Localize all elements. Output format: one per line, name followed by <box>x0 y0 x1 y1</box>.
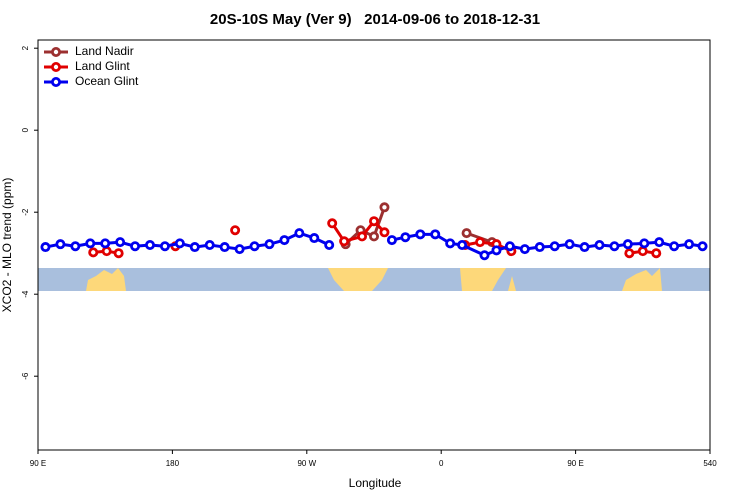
y-tick-label: 2 <box>21 45 30 50</box>
series-point <box>234 244 245 255</box>
series-point <box>279 235 290 246</box>
series-point <box>159 241 170 252</box>
x-tick-label: 180 <box>166 459 180 468</box>
series-point <box>379 202 390 213</box>
series-point <box>219 242 230 253</box>
series-point <box>249 241 260 252</box>
series-point <box>639 238 650 249</box>
y-tick-label: -4 <box>21 290 30 298</box>
x-axis-label: Longitude <box>349 476 402 490</box>
continent <box>86 268 126 291</box>
series-point <box>579 242 590 253</box>
series-point <box>445 238 456 249</box>
continent <box>622 268 662 291</box>
series-line <box>344 206 386 246</box>
series-point <box>684 239 695 250</box>
series-point <box>130 241 141 252</box>
series-point <box>327 218 338 229</box>
series-point <box>379 227 390 238</box>
series-point <box>100 238 111 249</box>
series-point <box>654 237 665 248</box>
legend-label: Ocean Glint <box>75 74 139 88</box>
series-point <box>115 237 126 248</box>
series-point <box>174 238 185 249</box>
series-point <box>386 235 397 246</box>
legend-marker <box>51 47 62 58</box>
series-point <box>189 242 200 253</box>
series-point <box>309 233 320 244</box>
series-point <box>622 239 633 250</box>
series-point <box>324 239 335 250</box>
series-point <box>637 246 648 257</box>
series-point <box>430 229 441 240</box>
series-point <box>88 247 99 258</box>
x-tick-label: 90 E <box>30 459 46 468</box>
series-point <box>101 246 112 257</box>
legend-marker <box>51 62 62 73</box>
series-point <box>70 241 81 252</box>
legend-label: Land Nadir <box>75 44 134 58</box>
series-point <box>504 241 515 252</box>
series-point <box>594 239 605 250</box>
y-tick-label: 0 <box>21 127 30 132</box>
series-point <box>40 242 51 253</box>
series-point <box>609 241 620 252</box>
land-mask <box>38 268 710 291</box>
x-tick-label: 90 E <box>567 459 583 468</box>
series-point <box>475 237 486 248</box>
chart-title: 20S-10S May (Ver 9) 2014-09-06 to 2018-1… <box>210 11 540 28</box>
y-tick-label: -2 <box>21 208 30 216</box>
series-point <box>368 231 379 242</box>
series-point <box>357 231 368 242</box>
series-line <box>391 232 703 257</box>
series-point <box>400 232 411 243</box>
series-point <box>461 228 472 239</box>
series-point <box>624 248 635 259</box>
y-axis-label: XCO2 - MLO trend (ppm) <box>0 178 14 313</box>
series-point <box>294 228 305 239</box>
series-point <box>339 236 350 247</box>
series-point <box>491 245 502 256</box>
series-point <box>85 238 96 249</box>
y-tick-label: -6 <box>21 372 30 380</box>
series-point <box>669 241 680 252</box>
x-tick-label: 0 <box>439 459 444 468</box>
legend-marker <box>51 77 62 88</box>
series-point <box>519 244 530 255</box>
x-tick-label: 540 <box>703 459 717 468</box>
legend-label: Land Glint <box>75 59 130 73</box>
series-point <box>264 239 275 250</box>
series-point <box>113 248 124 259</box>
series-point <box>415 229 426 240</box>
series-point <box>457 239 468 250</box>
plot-frame <box>37 39 711 451</box>
continent <box>460 268 516 291</box>
series-point <box>651 248 662 259</box>
continent <box>328 268 388 291</box>
series-point <box>564 239 575 250</box>
series-point <box>204 239 215 250</box>
series-point <box>55 239 66 250</box>
series-point <box>479 250 490 261</box>
series-point <box>534 242 545 253</box>
series-point <box>230 225 241 236</box>
series-point <box>144 239 155 250</box>
x-tick-label: 90 W <box>297 459 316 468</box>
series-point <box>697 241 708 252</box>
series-point <box>549 241 560 252</box>
series-point <box>368 216 379 227</box>
